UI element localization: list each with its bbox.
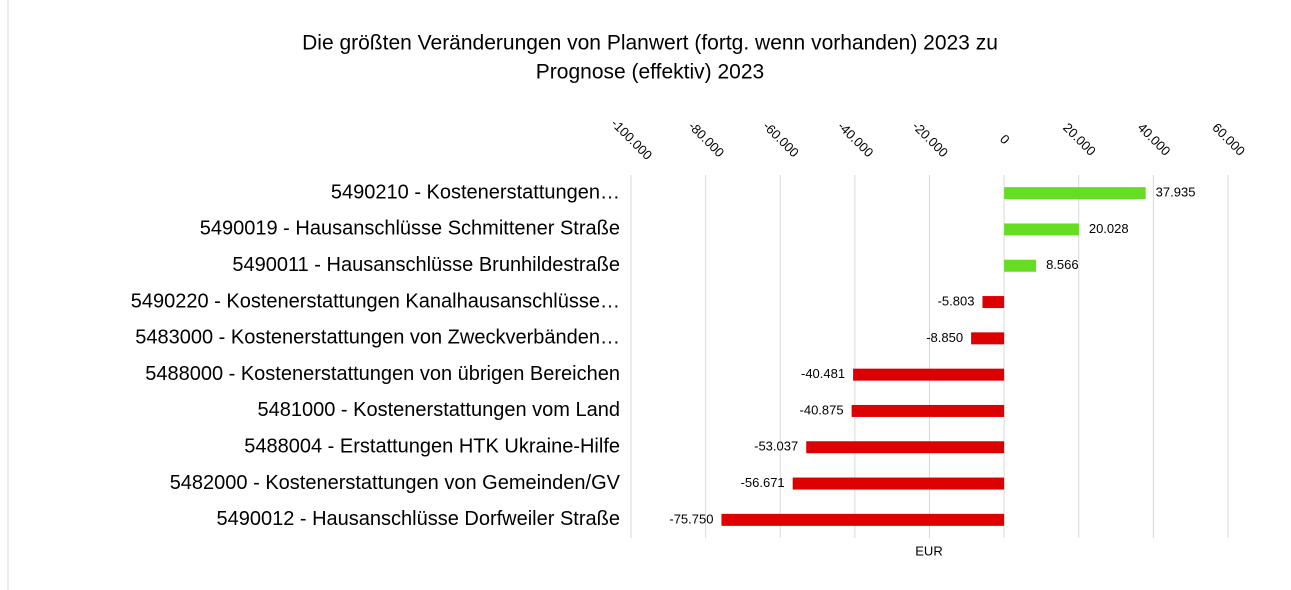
data-label: 37.935: [1156, 185, 1196, 200]
data-label: -8.850: [926, 330, 963, 345]
bar: [853, 368, 1005, 381]
chart-title: Prognose (effektiv) 2023: [536, 61, 764, 84]
bar: [982, 296, 1005, 309]
bar: [1004, 259, 1037, 272]
bar: [851, 404, 1005, 417]
data-label: -53.037: [754, 439, 798, 454]
data-label: 8.566: [1046, 257, 1079, 272]
y-tick-label: 5483000 - Kostenerstattungen von Zweckve…: [135, 327, 620, 349]
x-axis-label: EUR: [915, 543, 942, 558]
bar: [1004, 187, 1146, 200]
data-label: -56.671: [741, 475, 785, 490]
data-label: 20.028: [1089, 221, 1129, 236]
y-tick-label: 5490011 - Hausanschlüsse Brunhildestraße: [232, 254, 620, 276]
data-label: -75.750: [669, 511, 713, 526]
y-tick-label: 5490220 - Kostenerstattungen Kanalhausan…: [131, 290, 620, 312]
bar: [792, 477, 1005, 490]
y-tick-label: 5490210 - Kostenerstattungen…: [331, 181, 620, 203]
y-tick-label: 5488000 - Kostenerstattungen von übrigen…: [145, 363, 620, 385]
chart-title: Die größten Veränderungen von Planwert (…: [302, 32, 998, 55]
data-label: -5.803: [938, 293, 975, 308]
bar: [721, 513, 1005, 526]
y-tick-label: 5488004 - Erstattungen HTK Ukraine-Hilfe: [244, 436, 620, 458]
bar: [971, 332, 1005, 345]
y-tick-label: 5490019 - Hausanschlüsse Schmittener Str…: [200, 218, 620, 240]
bar: [806, 441, 1005, 454]
y-tick-label: 5482000 - Kostenerstattungen von Gemeind…: [170, 472, 621, 494]
data-label: -40.481: [801, 366, 845, 381]
y-tick-label: 5481000 - Kostenerstattungen vom Land: [258, 399, 620, 421]
y-tick-label: 5490012 - Hausanschlüsse Dorfweiler Stra…: [216, 508, 620, 530]
bar: [1004, 223, 1079, 236]
data-label: -40.875: [800, 402, 844, 417]
